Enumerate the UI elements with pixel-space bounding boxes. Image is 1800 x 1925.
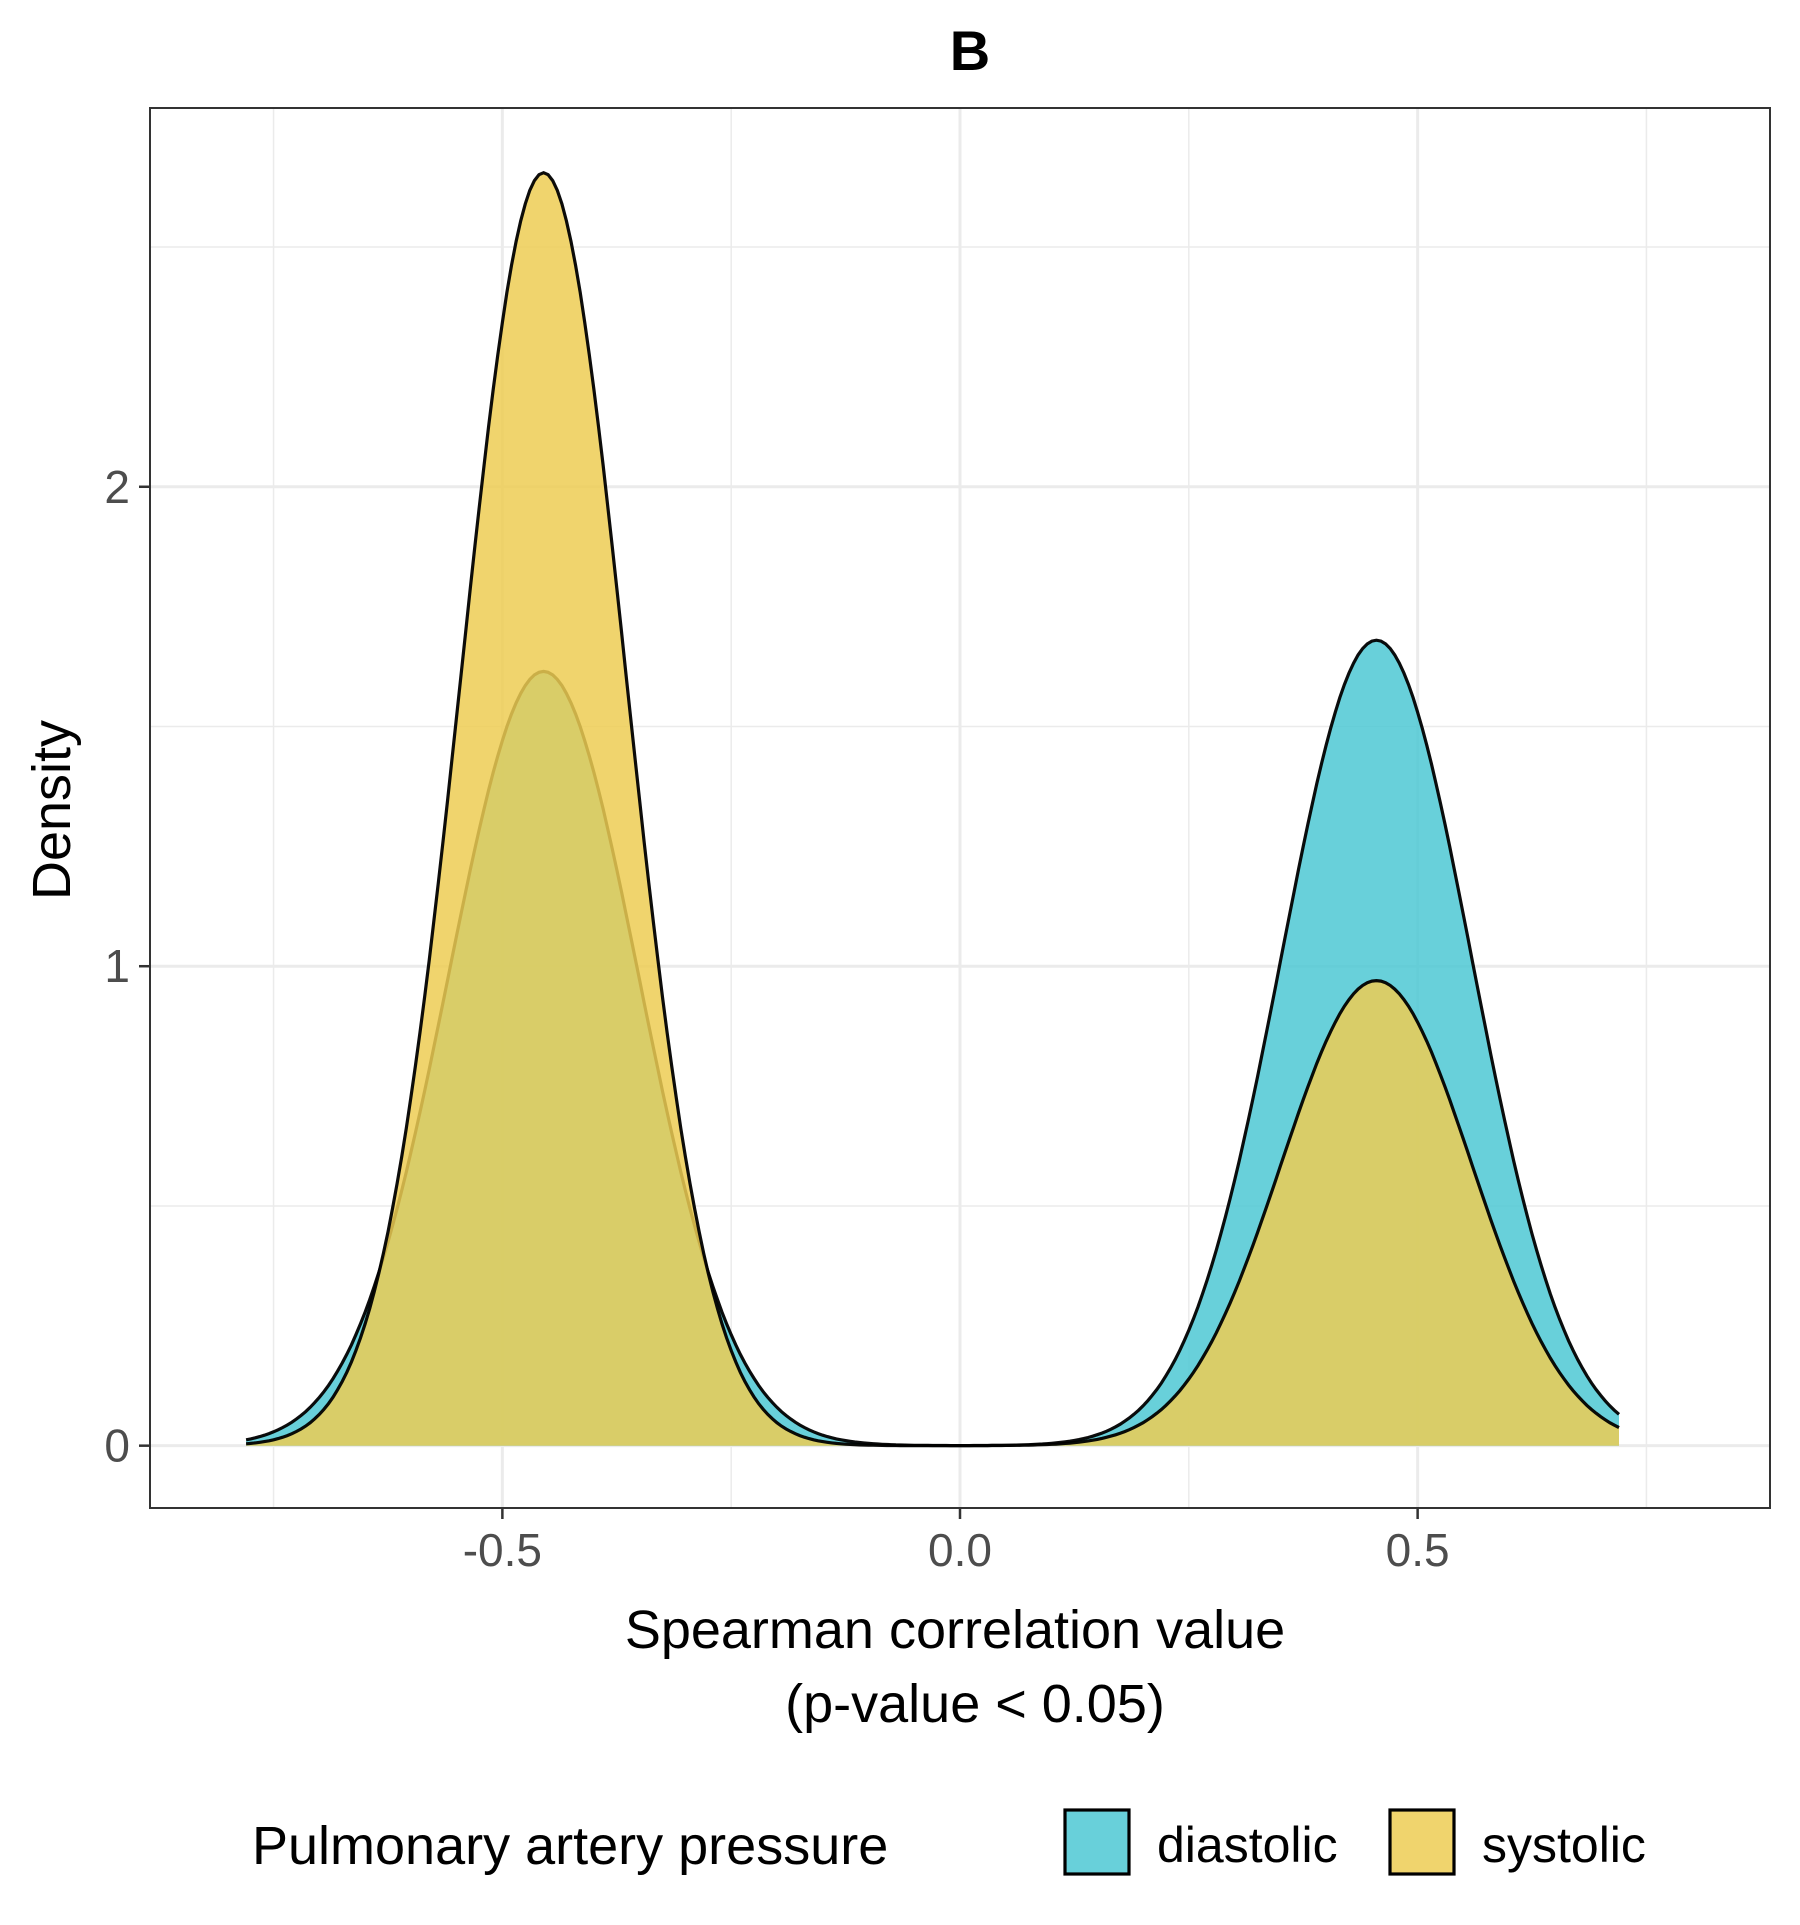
legend-label-systolic: systolic [1482, 1817, 1646, 1873]
x-axis-label-subtitle: (p-value < 0.05) [785, 1674, 1165, 1734]
y-tick-label: 1 [104, 940, 130, 992]
x-tick-label: 0.0 [928, 1524, 992, 1576]
series-layer [245, 170, 1621, 1448]
x-axis-label: Spearman correlation value [625, 1600, 1285, 1660]
density-area-systolic [246, 172, 1620, 1446]
x-tick-label: 0.5 [1386, 1524, 1450, 1576]
legend-key-diastolic [1063, 1808, 1131, 1876]
legend-items: diastolic systolic [1063, 1808, 1646, 1876]
legend-title: Pulmonary artery pressure [252, 1816, 888, 1876]
y-axis-label: Density [22, 720, 82, 900]
y-tick-label: 0 [104, 1420, 130, 1472]
y-tick-label: 2 [104, 461, 130, 513]
axis-layer: -0.5 0.0 0.5 0 1 2 [104, 461, 1449, 1576]
legend-label-diastolic: diastolic [1157, 1817, 1338, 1873]
x-tick-label: -0.5 [463, 1524, 542, 1576]
chart-title: B [950, 19, 990, 82]
legend: Pulmonary artery pressure diastolic systo… [252, 1808, 1646, 1876]
density-line-systolic [245, 170, 1620, 1448]
legend-key-systolic [1388, 1808, 1456, 1876]
